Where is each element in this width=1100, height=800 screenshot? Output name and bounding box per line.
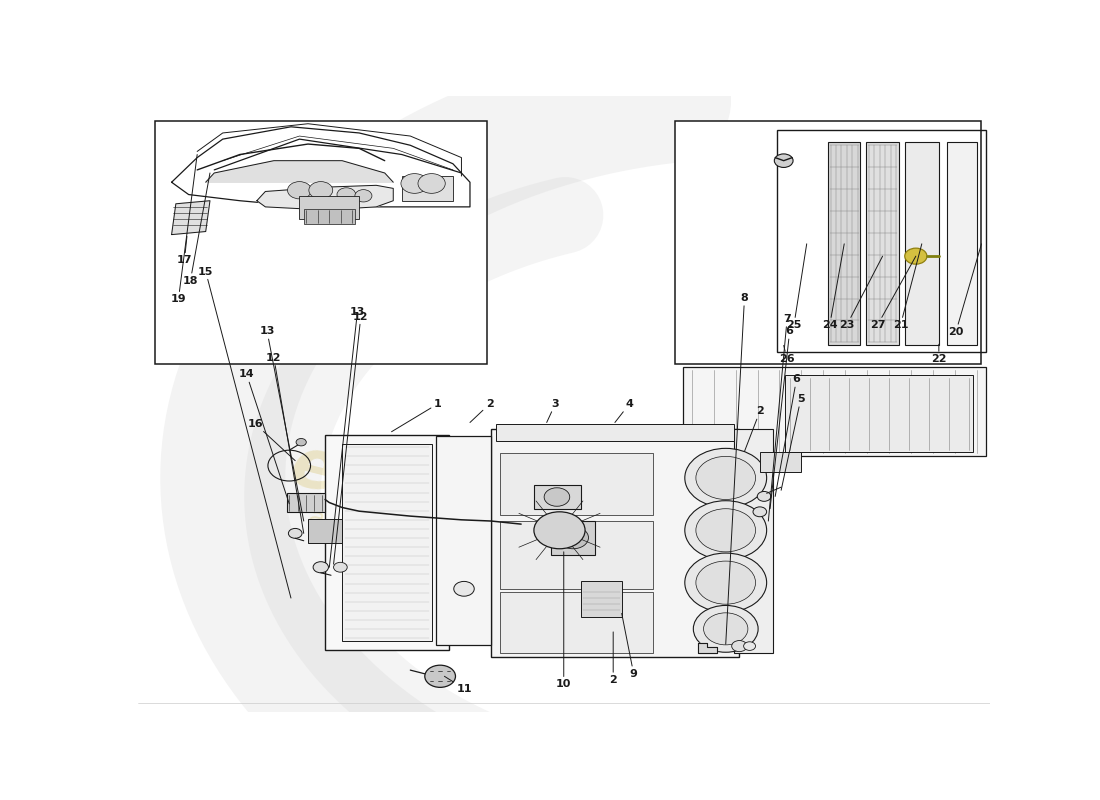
Circle shape	[744, 642, 756, 650]
Polygon shape	[257, 186, 394, 210]
Circle shape	[454, 582, 474, 596]
Circle shape	[296, 438, 306, 446]
Circle shape	[309, 182, 332, 199]
Bar	[492, 429, 738, 657]
Circle shape	[696, 456, 756, 499]
Text: 18: 18	[183, 173, 210, 286]
Text: 2: 2	[609, 632, 617, 685]
Bar	[402, 176, 453, 201]
Text: 6: 6	[770, 326, 793, 509]
Bar	[287, 494, 326, 512]
Text: 27: 27	[870, 256, 916, 330]
Circle shape	[732, 641, 747, 652]
Circle shape	[333, 562, 348, 572]
Circle shape	[425, 665, 455, 687]
Polygon shape	[172, 201, 210, 234]
Bar	[683, 367, 986, 456]
Circle shape	[774, 154, 793, 167]
Text: a passion for cars since 1989: a passion for cars since 1989	[306, 505, 685, 623]
Circle shape	[904, 248, 927, 264]
Bar	[154, 121, 487, 364]
Circle shape	[757, 491, 771, 502]
Text: 22: 22	[931, 344, 947, 364]
Circle shape	[355, 190, 372, 202]
Text: 2: 2	[745, 406, 763, 451]
Text: 7: 7	[768, 314, 791, 521]
Circle shape	[704, 613, 748, 645]
Text: 6: 6	[776, 374, 801, 496]
Circle shape	[558, 526, 589, 549]
Circle shape	[685, 448, 767, 507]
Circle shape	[754, 507, 767, 517]
Circle shape	[337, 188, 355, 202]
Polygon shape	[698, 643, 717, 654]
Bar	[495, 424, 735, 441]
Circle shape	[693, 606, 758, 652]
Text: 15: 15	[198, 266, 290, 598]
Bar	[674, 121, 981, 364]
Bar	[499, 454, 653, 515]
Text: 5: 5	[781, 394, 804, 490]
Circle shape	[696, 561, 756, 604]
Bar	[308, 519, 342, 542]
Polygon shape	[206, 161, 394, 182]
Text: 20: 20	[948, 244, 981, 337]
Text: 13: 13	[329, 306, 365, 567]
Circle shape	[418, 174, 446, 194]
Text: 17: 17	[177, 237, 192, 266]
Bar	[947, 142, 977, 346]
Text: 10: 10	[557, 552, 571, 690]
Text: 14: 14	[239, 370, 289, 504]
Bar	[551, 521, 595, 555]
Text: 1: 1	[392, 399, 441, 432]
Circle shape	[544, 488, 570, 506]
Circle shape	[534, 512, 585, 549]
Text: eurospares: eurospares	[283, 432, 708, 598]
Bar	[794, 142, 820, 346]
Bar	[904, 142, 939, 346]
Bar	[534, 486, 581, 509]
Circle shape	[400, 174, 428, 194]
Circle shape	[696, 509, 756, 552]
Text: 12: 12	[266, 353, 304, 534]
Circle shape	[314, 562, 329, 573]
Bar	[760, 452, 801, 472]
Bar	[777, 130, 986, 352]
Bar	[581, 581, 622, 617]
Circle shape	[685, 553, 767, 612]
Text: 23: 23	[839, 256, 882, 330]
Bar	[828, 142, 860, 346]
Text: 26: 26	[779, 346, 795, 364]
Text: 21: 21	[893, 244, 922, 330]
Text: 11: 11	[444, 676, 472, 694]
Text: 12: 12	[333, 311, 369, 564]
Bar	[499, 592, 653, 654]
Bar	[342, 444, 431, 641]
Text: 2: 2	[470, 399, 494, 422]
Text: 16: 16	[248, 418, 295, 461]
Bar	[304, 209, 355, 224]
Circle shape	[685, 501, 767, 560]
Text: 3: 3	[547, 399, 559, 422]
Text: 9: 9	[621, 614, 638, 679]
Text: 4: 4	[615, 399, 634, 422]
Bar	[326, 435, 449, 650]
Text: 25: 25	[786, 244, 806, 330]
Bar	[499, 521, 653, 589]
Text: 13: 13	[260, 326, 304, 521]
Text: 8: 8	[726, 293, 748, 644]
Text: 19: 19	[170, 154, 197, 304]
Circle shape	[288, 529, 302, 538]
Circle shape	[287, 182, 311, 199]
Text: 24: 24	[822, 244, 844, 330]
Bar	[867, 142, 899, 346]
Bar	[735, 429, 772, 654]
Bar	[785, 375, 972, 452]
Bar	[436, 436, 492, 646]
Bar	[299, 196, 359, 219]
